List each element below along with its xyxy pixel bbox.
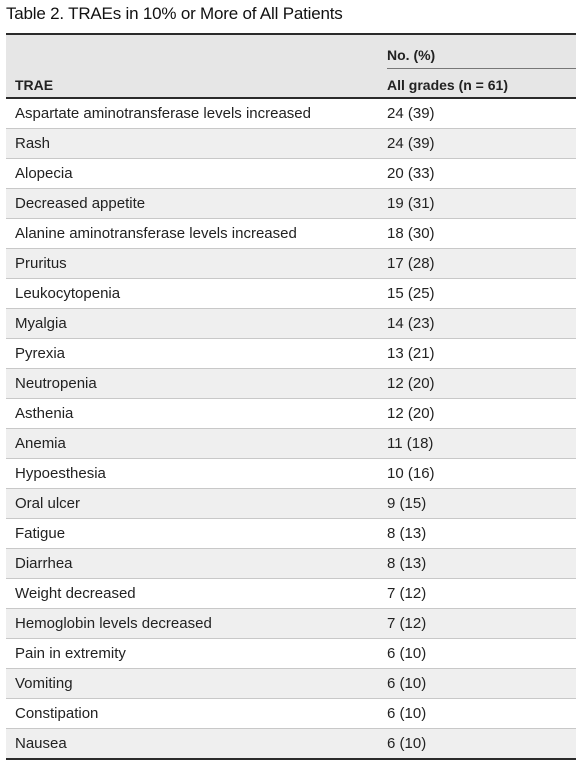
trae-count: 10 (16) (387, 465, 435, 482)
trae-count: 6 (10) (387, 675, 427, 692)
trae-name: Hypoesthesia (15, 465, 106, 482)
trae-count: 9 (15) (387, 495, 427, 512)
trae-name: Leukocytopenia (15, 285, 121, 302)
table-row: Weight decreased 7 (12) (6, 579, 576, 609)
trae-name: Pyrexia (15, 345, 66, 362)
table-header: No. (%) TRAE All grades (n = 61) (6, 35, 576, 99)
table-row: Leukocytopenia 15 (25) (6, 279, 576, 309)
table-row: Decreased appetite 19 (31) (6, 189, 576, 219)
trae-name: Weight decreased (15, 585, 136, 602)
table-body: Aspartate aminotransferase levels increa… (6, 99, 576, 760)
trae-name: Aspartate aminotransferase levels increa… (15, 105, 311, 122)
trae-name: Myalgia (15, 315, 67, 332)
header-trae: TRAE (15, 77, 54, 93)
trae-count: 12 (20) (387, 375, 435, 392)
trae-name: Fatigue (15, 525, 66, 542)
table-row: Hypoesthesia 10 (16) (6, 459, 576, 489)
trae-count: 14 (23) (387, 315, 435, 332)
trae-name: Pruritus (15, 255, 67, 272)
table-title: Table 2. TRAEs in 10% or More of All Pat… (6, 4, 343, 23)
trae-name: Neutropenia (15, 375, 97, 392)
trae-name: Pain in extremity (15, 645, 126, 662)
trae-count: 24 (39) (387, 135, 435, 152)
trae-name: Diarrhea (15, 555, 73, 572)
table-row: Rash 24 (39) (6, 129, 576, 159)
table-row: Neutropenia 12 (20) (6, 369, 576, 399)
table-row: Alopecia 20 (33) (6, 159, 576, 189)
trae-count: 6 (10) (387, 645, 427, 662)
trae-count: 18 (30) (387, 225, 435, 242)
trae-count: 20 (33) (387, 165, 435, 182)
table-row: Fatigue 8 (13) (6, 519, 576, 549)
table-row: Anemia 11 (18) (6, 429, 576, 459)
table-row: Alanine aminotransferase levels increase… (6, 219, 576, 249)
trae-name: Decreased appetite (15, 195, 146, 212)
trae-name: Asthenia (15, 405, 74, 422)
table-row: Constipation 6 (10) (6, 699, 576, 729)
header-all-grades: All grades (n = 61) (387, 77, 508, 93)
trae-count: 6 (10) (387, 735, 427, 752)
table-row: Pain in extremity 6 (10) (6, 639, 576, 669)
trae-count: 8 (13) (387, 525, 427, 542)
table-row: Nausea 6 (10) (6, 729, 576, 760)
trae-name: Alopecia (15, 165, 73, 182)
trae-count: 6 (10) (387, 705, 427, 722)
trae-count: 24 (39) (387, 105, 435, 122)
table-row: Aspartate aminotransferase levels increa… (6, 99, 576, 129)
table-row: Myalgia 14 (23) (6, 309, 576, 339)
header-group-label: No. (%) (387, 47, 436, 63)
trae-name: Hemoglobin levels decreased (15, 615, 212, 632)
table-row: Hemoglobin levels decreased 7 (12) (6, 609, 576, 639)
trae-count: 11 (18) (387, 435, 434, 452)
trae-name: Constipation (15, 705, 99, 722)
trae-table: No. (%) TRAE All grades (n = 61) Asparta… (6, 33, 576, 760)
trae-name: Anemia (15, 435, 66, 452)
trae-count: 15 (25) (387, 285, 435, 302)
table-row: Pruritus 17 (28) (6, 249, 576, 279)
trae-count: 7 (12) (387, 585, 427, 602)
table-row: Pyrexia 13 (21) (6, 339, 576, 369)
trae-name: Rash (15, 135, 51, 152)
table-row: Oral ulcer 9 (15) (6, 489, 576, 519)
trae-count: 7 (12) (387, 615, 427, 632)
table-row: Vomiting 6 (10) (6, 669, 576, 699)
table-row: Asthenia 12 (20) (6, 399, 576, 429)
trae-count: 13 (21) (387, 345, 435, 362)
trae-count: 12 (20) (387, 405, 435, 422)
trae-name: Vomiting (15, 675, 73, 692)
trae-name: Oral ulcer (15, 495, 81, 512)
trae-count: 17 (28) (387, 255, 435, 272)
trae-name: Nausea (15, 735, 67, 752)
header-divider (387, 68, 576, 69)
trae-name: Alanine aminotransferase levels increase… (15, 225, 297, 242)
table-row: Diarrhea 8 (13) (6, 549, 576, 579)
trae-count: 8 (13) (387, 555, 427, 572)
trae-count: 19 (31) (387, 195, 435, 212)
